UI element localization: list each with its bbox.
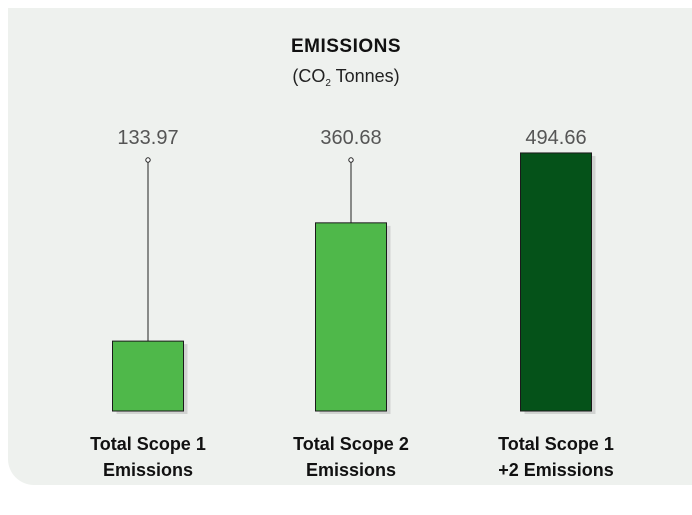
category-label: Total Scope 1 (498, 434, 614, 454)
chart-subtitle: (CO2 Tonnes) (0, 66, 692, 89)
subtitle-suffix: Tonnes) (330, 66, 400, 86)
category-label: Emissions (306, 460, 396, 480)
value-label: 494.66 (525, 127, 586, 149)
category-label: Total Scope 2 (293, 434, 409, 454)
category-label: Total Scope 1 (90, 434, 206, 454)
bar (315, 222, 387, 412)
category-label: +2 Emissions (498, 460, 614, 480)
bar-marker-dot (348, 157, 354, 163)
value-label: 133.97 (117, 127, 178, 149)
subtitle-subscript: 2 (325, 78, 331, 89)
bar (112, 340, 184, 412)
bar (520, 152, 592, 412)
chart-title: EMISSIONS (290, 36, 402, 57)
value-label: 360.68 (320, 127, 381, 149)
bar-marker-dot (145, 157, 151, 163)
subtitle-prefix: (CO (292, 66, 326, 86)
category-label: Emissions (103, 460, 193, 480)
